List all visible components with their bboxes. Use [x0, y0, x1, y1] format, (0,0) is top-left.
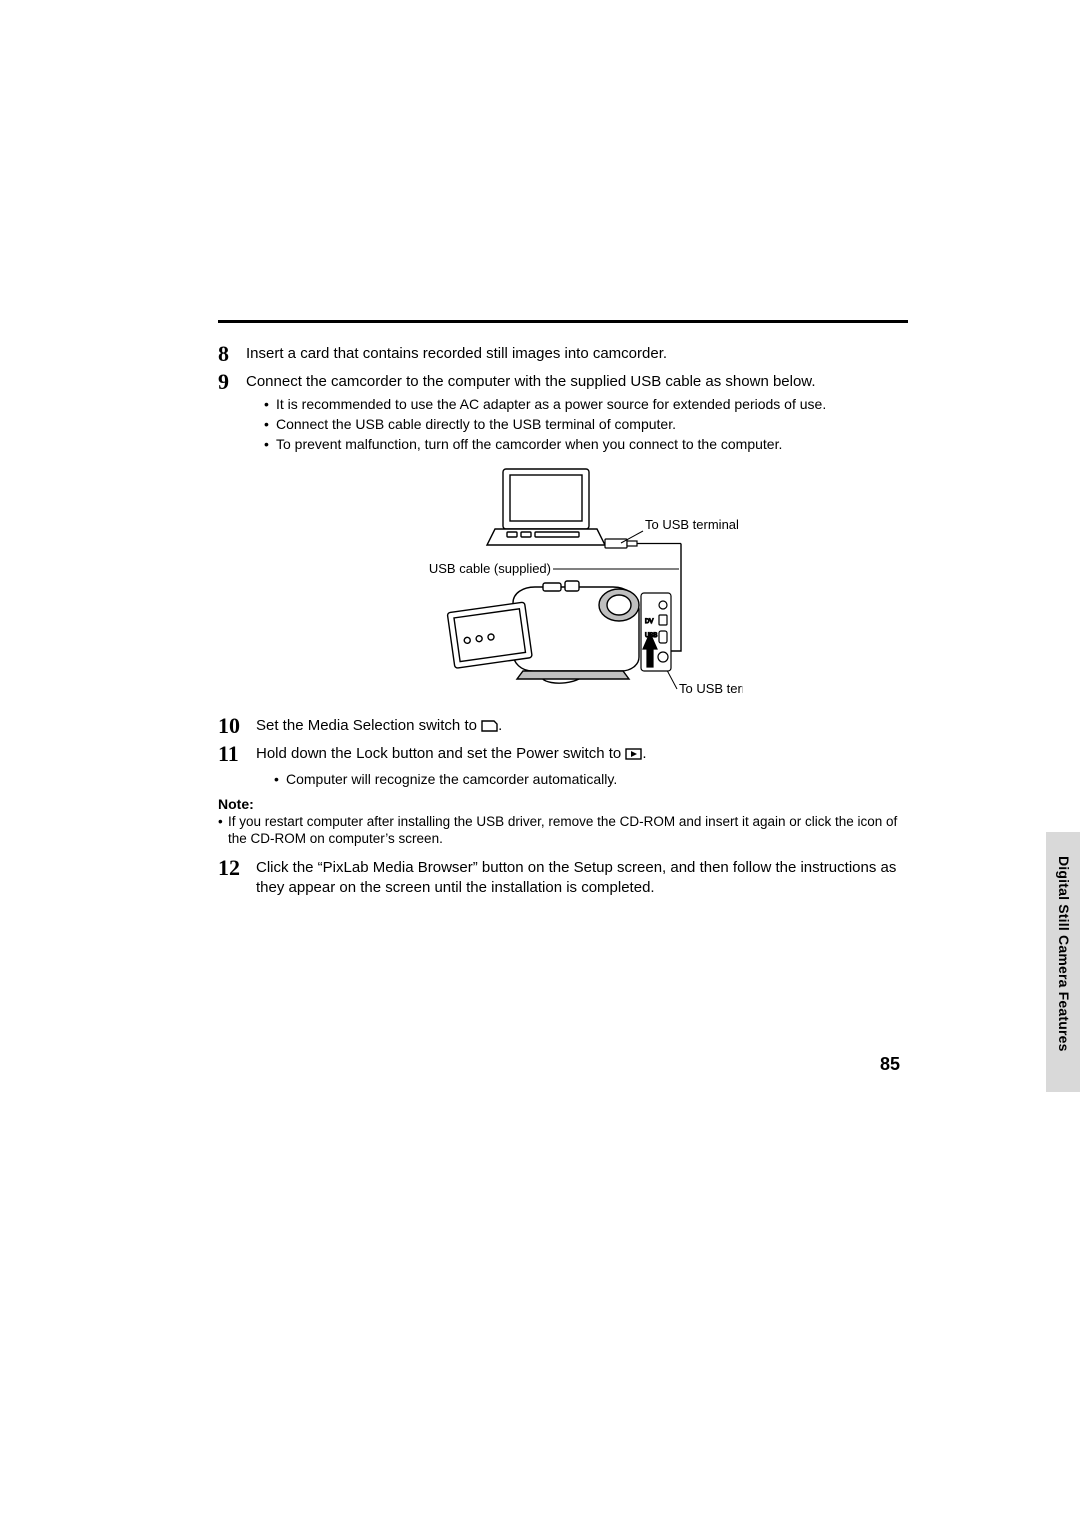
bullet-text: It is recommended to use the AC adapter …	[276, 395, 826, 414]
connection-diagram: To USB terminal USB cable (supplied) To …	[383, 465, 743, 700]
card-icon	[481, 718, 498, 738]
page-content: 8 Insert a card that contains recorded s…	[218, 342, 908, 902]
note-label: Note:	[218, 796, 908, 812]
step-8: 8 Insert a card that contains recorded s…	[218, 342, 908, 366]
bullet: •Computer will recognize the camcorder a…	[274, 770, 908, 789]
label-to-usb-bottom: To USB terminal	[679, 681, 743, 696]
note-text: If you restart computer after installing…	[228, 813, 908, 848]
step-number: 10	[218, 714, 256, 738]
bullet-dot: •	[264, 395, 276, 414]
step-text: Connect the camcorder to the computer wi…	[246, 373, 815, 390]
step-number: 9	[218, 370, 246, 394]
section-tab-label: Digital Still Camera Features	[1056, 856, 1072, 1052]
step-text-pre: Set the Media Selection switch to	[256, 717, 481, 734]
bullet-dot: •	[264, 415, 276, 434]
step-9: 9 Connect the camcorder to the computer …	[218, 370, 908, 455]
step-body: Connect the camcorder to the computer wi…	[246, 370, 908, 455]
step-body: Hold down the Lock button and set the Po…	[256, 742, 908, 789]
page-number: 85	[880, 1054, 900, 1075]
step-text: Click the “PixLab Media Browser” button …	[256, 856, 908, 899]
horizontal-rule	[218, 320, 908, 323]
play-icon	[625, 746, 642, 766]
bullet-dot: •	[274, 770, 286, 789]
step-number: 11	[218, 742, 256, 766]
connection-diagram-wrap: To USB terminal USB cable (supplied) To …	[218, 465, 908, 700]
svg-text:DV: DV	[645, 619, 653, 625]
bullet: •Connect the USB cable directly to the U…	[264, 415, 908, 434]
step-11: 11 Hold down the Lock button and set the…	[218, 742, 908, 789]
step-body: Set the Media Selection switch to .	[256, 714, 908, 738]
step-number: 8	[218, 342, 246, 366]
diagram-svg: To USB terminal USB cable (supplied) To …	[383, 465, 743, 700]
bullet-text: Computer will recognize the camcorder au…	[286, 770, 617, 789]
bullet: •To prevent malfunction, turn off the ca…	[264, 435, 908, 454]
step-text-pre: Hold down the Lock button and set the Po…	[256, 745, 625, 762]
step-10: 10 Set the Media Selection switch to .	[218, 714, 908, 738]
bullet-dot: •	[218, 813, 228, 848]
step-text-post: .	[498, 717, 502, 734]
label-to-usb-top: To USB terminal	[645, 517, 739, 532]
step-11-bullets: •Computer will recognize the camcorder a…	[256, 770, 908, 789]
step-text: Insert a card that contains recorded sti…	[246, 342, 908, 364]
bullet-text: To prevent malfunction, turn off the cam…	[276, 435, 782, 454]
step-9-bullets: •It is recommended to use the AC adapter…	[246, 395, 908, 454]
step-number: 12	[218, 856, 256, 880]
label-usb-cable: USB cable (supplied)	[429, 561, 551, 576]
step-text-post: .	[642, 745, 646, 762]
svg-text:USB: USB	[645, 633, 657, 639]
bullet: •It is recommended to use the AC adapter…	[264, 395, 908, 414]
bullet-dot: •	[264, 435, 276, 454]
bullet-text: Connect the USB cable directly to the US…	[276, 415, 676, 434]
step-12: 12 Click the “PixLab Media Browser” butt…	[218, 856, 908, 899]
note-body: • If you restart computer after installi…	[218, 813, 908, 848]
